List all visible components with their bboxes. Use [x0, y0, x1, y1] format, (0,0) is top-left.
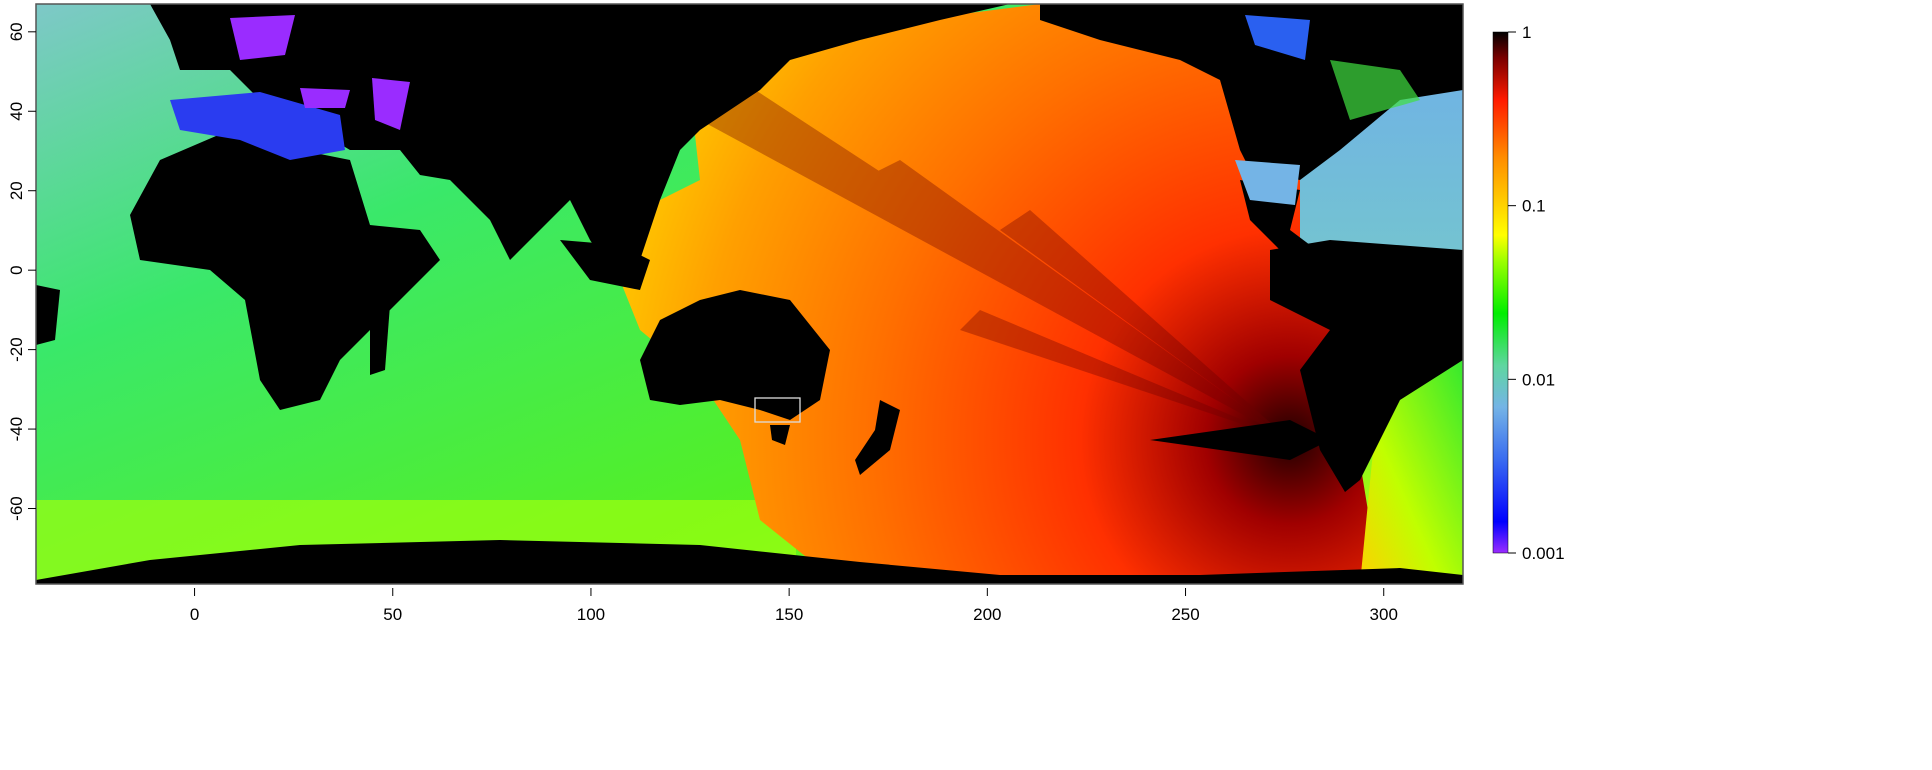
colorbar: [1492, 31, 1509, 554]
land: [36, 4, 1463, 584]
x-tick-label: 150: [775, 605, 803, 624]
x-tick-label: 50: [383, 605, 402, 624]
y-tick-label: -40: [7, 417, 26, 442]
y-tick-label: 40: [7, 102, 26, 121]
highlight-box: [754, 397, 801, 423]
x-tick-label: 200: [973, 605, 1001, 624]
hudson-bay: [1245, 15, 1310, 60]
x-tick-label: 0: [190, 605, 199, 624]
x-tick-label: 100: [577, 605, 605, 624]
colorbar-tick-label: 1: [1522, 23, 1531, 42]
y-tick-label: 0: [7, 265, 26, 274]
colorbar-axis: 1 0.1 0.01 0.001: [1508, 23, 1565, 563]
x-tick-label: 300: [1370, 605, 1398, 624]
y-axis: 60 40 20 0 -20 -40 -60: [7, 22, 36, 521]
plot-frame: [35, 3, 1464, 585]
x-tick-label: 250: [1171, 605, 1199, 624]
mediterranean: [170, 92, 345, 160]
x-axis: 0 50 100 150 200 250 300: [190, 588, 1398, 624]
y-tick-label: -60: [7, 496, 26, 521]
map-raster: [36, 4, 1463, 584]
y-tick-label: 60: [7, 22, 26, 41]
colorbar-tick-label: 0.001: [1522, 544, 1565, 563]
colorbar-tick-label: 0.01: [1522, 370, 1555, 389]
colorbar-tick-label: 0.1: [1522, 197, 1546, 216]
y-tick-label: 20: [7, 181, 26, 200]
y-tick-label: -20: [7, 337, 26, 362]
